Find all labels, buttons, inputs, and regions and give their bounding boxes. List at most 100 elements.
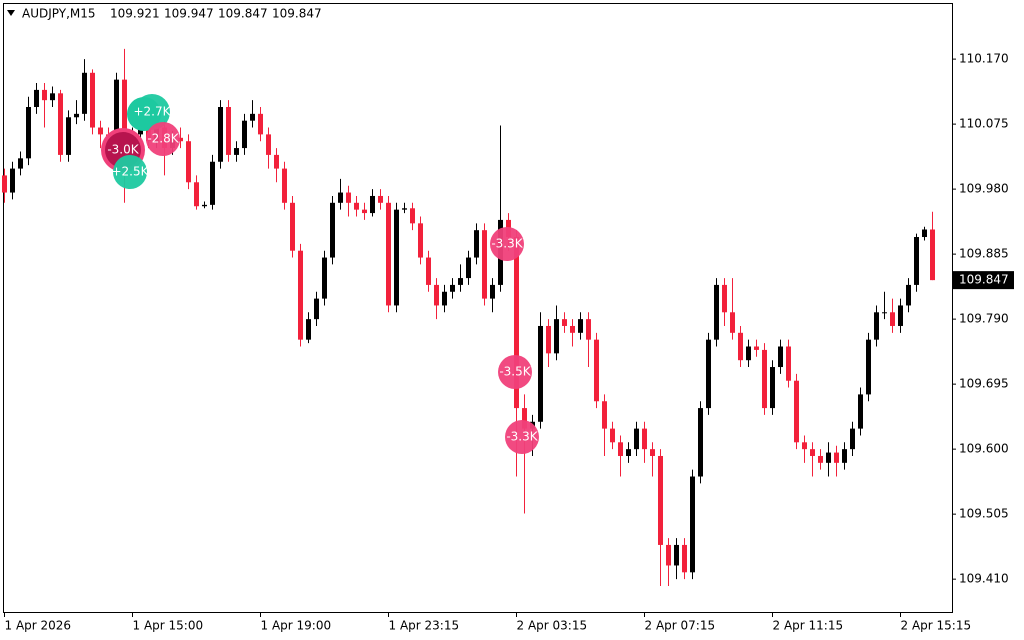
candle-body (722, 284, 727, 313)
candle-body (330, 202, 335, 258)
candle-body (642, 428, 647, 450)
candle-body (58, 93, 63, 155)
candle-body (802, 442, 807, 450)
candle-body (810, 449, 815, 456)
y-tick-label: 109.410 (959, 572, 1009, 586)
candle-body (514, 237, 519, 409)
candle-body (434, 284, 439, 306)
trade-bubble (146, 122, 180, 156)
candle-body (778, 346, 783, 368)
candle-body (922, 229, 927, 238)
candle-body (658, 455, 663, 545)
x-tick-label: 2 Apr 03:15 (517, 619, 588, 633)
candle-body (690, 476, 695, 573)
trade-bubble (505, 420, 539, 454)
header-price: 109.921 (110, 7, 160, 21)
candle-body (930, 229, 935, 281)
candle-body (410, 208, 415, 224)
candle-body (538, 325, 543, 422)
candle-body (266, 134, 271, 155)
candle-body (594, 339, 599, 402)
x-tick-label: 2 Apr 15:15 (901, 619, 972, 633)
candle-body (602, 401, 607, 429)
candle-body (522, 408, 527, 429)
candle-body (898, 305, 903, 326)
candle-body (338, 192, 343, 203)
candle-body (706, 339, 711, 409)
candle-body (282, 168, 287, 203)
candle-body (730, 312, 735, 333)
candle-body (618, 442, 623, 456)
candle-body (426, 257, 431, 285)
plot-frame (3, 3, 953, 613)
candle-body (482, 230, 487, 299)
candle-body (794, 380, 799, 443)
header-price: 109.847 (218, 7, 268, 21)
candle-body (90, 72, 95, 128)
x-tick-label: 1 Apr 15:00 (133, 619, 204, 633)
candle-body (402, 208, 407, 210)
candle-body (826, 452, 831, 463)
candle-body (698, 408, 703, 477)
candle-body (818, 455, 823, 463)
candle-body (858, 394, 863, 429)
trade-bubble (490, 227, 524, 261)
candle-body (490, 284, 495, 299)
candle-body (26, 107, 31, 159)
candle-body (194, 182, 199, 207)
candle-body (10, 168, 15, 193)
candle-body (42, 89, 47, 101)
candle-body (738, 332, 743, 361)
candle-body (242, 120, 247, 149)
trade-label: -3.5K (499, 365, 531, 379)
candle-body (234, 148, 239, 155)
candle-body (882, 312, 887, 314)
header-price: 109.947 (164, 7, 214, 21)
candle-body (466, 257, 471, 279)
candle-body (610, 428, 615, 443)
trade-bubble (134, 94, 170, 130)
candle-body (50, 93, 55, 101)
candle-body (554, 319, 559, 354)
candle-body (394, 209, 399, 306)
y-tick-label: 109.790 (959, 312, 1009, 326)
candle-body (74, 113, 79, 118)
candle-body (626, 449, 631, 456)
candle-body (290, 202, 295, 251)
candle-body (346, 192, 351, 203)
candle-body (354, 202, 359, 210)
trade-label: -3.3K (491, 237, 523, 251)
y-tick-label: 109.980 (959, 182, 1009, 196)
y-tick-label: 109.695 (959, 377, 1009, 391)
candle-body (18, 158, 23, 169)
candle-body (82, 72, 87, 114)
x-tick-label: 1 Apr 23:15 (389, 619, 460, 633)
candle-body (786, 346, 791, 381)
candle-body (378, 195, 383, 203)
candle-body (66, 117, 71, 155)
candle-body (322, 257, 327, 299)
candle-body (306, 319, 311, 340)
x-tick-label: 1 Apr 2026 (5, 619, 72, 633)
candle-body (122, 79, 127, 155)
candle-body (314, 298, 319, 320)
candle-body (34, 89, 39, 108)
x-tick-label: 2 Apr 11:15 (773, 619, 844, 633)
candle-body (450, 284, 455, 292)
candle-body (890, 312, 895, 326)
candle-body (226, 107, 231, 155)
candle-body (754, 346, 759, 350)
candle-body (98, 127, 103, 135)
header-price: 109.847 (272, 7, 322, 21)
menu-icon[interactable] (7, 10, 15, 16)
x-tick-label: 2 Apr 07:15 (645, 619, 716, 633)
price-tag-label: 109.847 (959, 273, 1009, 287)
candle-body (546, 325, 551, 354)
candle-body (674, 544, 679, 566)
candle-body (578, 319, 583, 333)
candle-body (586, 319, 591, 340)
candle-body (202, 204, 207, 207)
candle-body (570, 325, 575, 333)
y-tick-label: 110.170 (959, 52, 1009, 66)
candle-body (250, 113, 255, 121)
